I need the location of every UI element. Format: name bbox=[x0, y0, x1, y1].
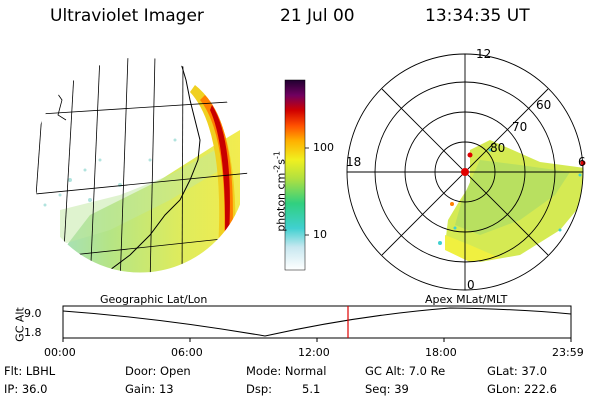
mlt-label-18: 18 bbox=[346, 155, 362, 169]
status-ip: IP: 36.0 bbox=[4, 382, 48, 396]
timeline-xtick-1200: 12:00 bbox=[298, 346, 330, 359]
left-panel-label: Geographic Lat/Lon bbox=[100, 293, 208, 306]
mlt-label-6: 6 bbox=[578, 155, 586, 169]
title: Ultraviolet Imager bbox=[50, 6, 204, 26]
date: 21 Jul 00 bbox=[280, 6, 355, 26]
status-gcalt: GC Alt: 7.0 Re bbox=[365, 364, 446, 378]
status-door: Door: Open bbox=[125, 364, 191, 378]
status-glon: GLon: 222.6 bbox=[487, 382, 557, 396]
status-mode: Mode: Normal bbox=[246, 364, 327, 378]
status-dsp-label: Dsp: bbox=[246, 382, 273, 396]
lat-label-80: 80 bbox=[490, 141, 506, 155]
timeline-xtick-2359: 23:59 bbox=[552, 346, 584, 359]
timeline-xtick-1800: 18:00 bbox=[425, 346, 457, 359]
status-seq: Seq: 39 bbox=[365, 382, 409, 396]
mlt-label-0: 0 bbox=[467, 278, 475, 292]
lat-label-70: 70 bbox=[512, 120, 528, 134]
status-glat: GLat: 37.0 bbox=[487, 364, 548, 378]
timeline-ytick-max: 9.0 bbox=[24, 307, 42, 320]
mlt-label-12: 12 bbox=[476, 47, 492, 61]
time: 13:34:35 UT bbox=[425, 6, 530, 26]
status-dsp-value: 5.1 bbox=[302, 382, 321, 396]
colorbar-tick-10: 10 bbox=[313, 228, 327, 241]
timeline-ytick-min: 1.8 bbox=[24, 326, 42, 339]
status-gain: Gain: 13 bbox=[125, 382, 174, 396]
color-bar bbox=[284, 79, 309, 271]
right-panel-label: Apex MLat/MLT bbox=[425, 293, 508, 306]
colorbar-tick-100: 100 bbox=[313, 141, 334, 154]
lat-label-60: 60 bbox=[536, 98, 552, 112]
timeline-xtick-0000: 00:00 bbox=[44, 346, 76, 359]
status-flt: Flt: LBHL bbox=[4, 364, 56, 378]
timeline-xtick-0600: 06:00 bbox=[171, 346, 203, 359]
